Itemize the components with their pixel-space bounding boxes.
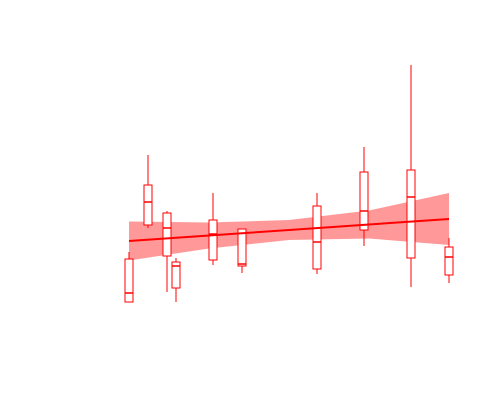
confidence-band (129, 193, 449, 261)
box (444, 246, 454, 276)
box (124, 258, 134, 303)
box (237, 228, 247, 267)
box (162, 212, 172, 257)
box (143, 184, 153, 226)
box (312, 205, 322, 270)
box (406, 169, 416, 259)
fit-line (128, 218, 450, 242)
box (359, 171, 369, 231)
box (171, 261, 181, 289)
box (208, 219, 218, 261)
